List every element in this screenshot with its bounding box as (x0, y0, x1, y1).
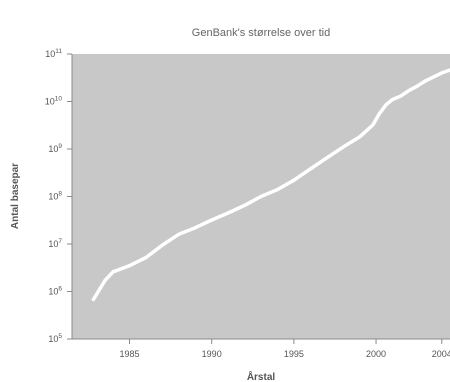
series-line-genbank (91, 68, 450, 302)
x-tick-label: 2000 (366, 349, 386, 359)
x-tick-label: 2004 (432, 349, 450, 359)
y-tick-label: 1010 (45, 96, 63, 107)
x-axis-label: Årstal (247, 370, 276, 382)
y-tick-label: 108 (48, 191, 62, 202)
x-axis-ticks: 1985 1990 1995 2000 2004 (120, 339, 450, 359)
y-axis-ticks: 105 106 107 108 109 1010 1011 (45, 48, 72, 344)
y-tick-label: 106 (48, 286, 62, 297)
x-tick-label: 1985 (120, 349, 140, 359)
y-tick-label: 1011 (45, 48, 62, 59)
y-axis-label: Antal basepar (10, 163, 21, 229)
x-tick-label: 1990 (202, 349, 222, 359)
x-tick-label: 1995 (284, 349, 304, 359)
y-tick-label: 105 (48, 333, 62, 344)
y-tick-label: 109 (48, 143, 62, 154)
y-tick-label: 107 (48, 238, 62, 249)
chart-title: GenBank's størrelse over tid (192, 27, 330, 39)
